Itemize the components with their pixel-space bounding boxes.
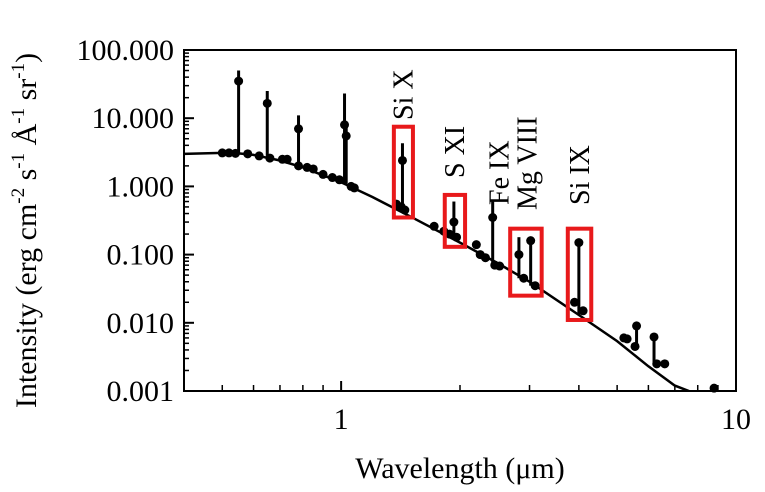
data-point: [630, 341, 640, 351]
annotation-box: [391, 124, 415, 220]
x-axis-title: Wavelength (μm): [355, 452, 564, 485]
y-axis-title: Intensity (erg cm-2 s-1 Å-1 sr-1): [8, 53, 43, 408]
data-point: [660, 359, 670, 369]
data-point: [574, 238, 584, 248]
curve-layer: [184, 151, 690, 391]
data-point: [294, 161, 304, 171]
data-point: [519, 273, 529, 283]
annotation-box: [442, 192, 468, 249]
data-point: [340, 120, 350, 130]
data-point: [308, 164, 318, 174]
y-axis-title-part: -1: [8, 108, 29, 124]
annotation-label: Mg VIII: [513, 116, 544, 210]
y-axis-title-part: -1: [8, 153, 29, 169]
data-point: [397, 155, 407, 165]
data-point: [224, 148, 234, 158]
data-point: [709, 383, 719, 393]
data-point: [265, 153, 275, 163]
data-point: [652, 359, 662, 369]
y-tick-label: 0.001: [107, 375, 175, 408]
y-axis-title-part: -1: [8, 63, 29, 79]
data-point: [570, 297, 580, 307]
y-axis-title-part: -2: [8, 188, 29, 204]
label-layer: 100.000 10.000 1.000 0.100 0.010 0.001 1 10 Wave…: [8, 34, 751, 485]
continuum-curve: [184, 151, 690, 391]
data-point: [429, 221, 439, 231]
data-point: [234, 76, 244, 86]
y-axis-title-part: ): [10, 53, 43, 63]
data-point: [230, 148, 240, 158]
annotation-label: Si IX: [565, 145, 596, 205]
points-layer: [217, 76, 719, 393]
data-point: [471, 240, 481, 250]
y-axis-title-part: Intensity (erg cm: [10, 204, 43, 408]
y-tick-label: 100.000: [77, 34, 175, 67]
y-tick-label: 0.100: [107, 239, 175, 272]
data-point: [318, 169, 328, 179]
annotation-box: [565, 226, 594, 322]
data-point: [649, 332, 659, 342]
data-point: [449, 217, 459, 227]
data-point: [480, 253, 490, 263]
annotation-label: S XI: [440, 126, 471, 178]
data-point: [514, 250, 524, 260]
data-point: [632, 321, 642, 331]
x-tick-label: 1: [334, 403, 349, 436]
data-point: [488, 212, 498, 222]
annotation-label: Fe IX: [484, 140, 515, 205]
y-axis-title-part: sr: [10, 79, 43, 108]
data-point: [444, 229, 454, 239]
data-point: [526, 236, 536, 246]
data-point: [294, 124, 304, 134]
data-point: [254, 151, 264, 161]
y-tick-label: 10.000: [92, 102, 175, 135]
data-point: [495, 261, 505, 271]
data-point: [327, 173, 337, 183]
y-axis-title-part: s: [10, 169, 43, 188]
data-point: [400, 205, 410, 215]
data-point: [349, 183, 359, 193]
data-point: [262, 98, 272, 108]
y-tick-label: 1.000: [107, 170, 175, 203]
data-point: [452, 232, 462, 242]
data-point: [334, 175, 344, 185]
y-tick-label: 0.010: [107, 307, 175, 340]
annotation-label: Si X: [388, 69, 419, 120]
data-point: [578, 306, 588, 316]
data-point: [243, 149, 253, 159]
y-axis-title-part: Å: [10, 123, 43, 153]
data-point: [217, 148, 227, 158]
data-point: [341, 131, 351, 141]
data-point: [622, 334, 632, 344]
data-point: [282, 154, 292, 164]
data-point: [530, 281, 540, 291]
x-tick-label: 10: [721, 403, 751, 436]
annotation-box: [508, 226, 544, 298]
